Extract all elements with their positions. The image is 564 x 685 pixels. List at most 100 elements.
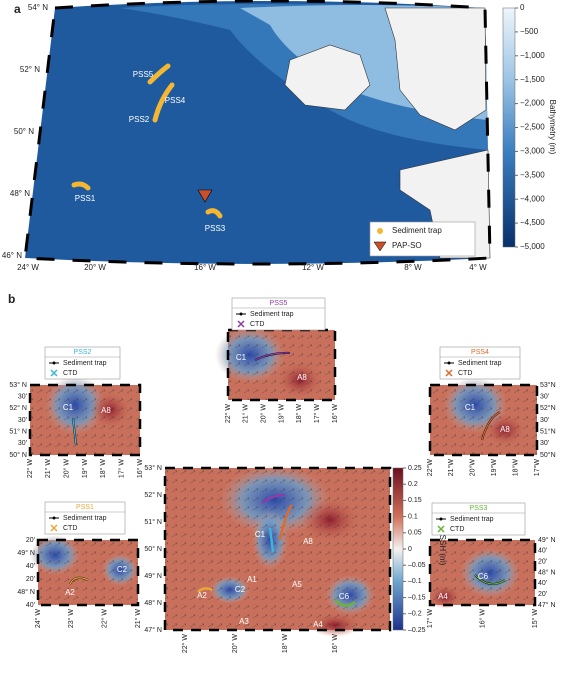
eddy-label: C1 <box>63 403 74 412</box>
lat-label: 52° N <box>144 491 162 499</box>
station-label: PSS2 <box>129 115 150 124</box>
lon-label: 22° W <box>26 459 34 479</box>
eddy-label: A3 <box>239 617 249 626</box>
lon-label: 18° W <box>281 634 289 654</box>
lat-label: 48° N <box>538 568 556 576</box>
legend-symbol <box>447 361 451 365</box>
lat-label: 48° N <box>10 189 30 198</box>
trajectory <box>71 181 91 191</box>
lat-label: 20' <box>26 576 35 583</box>
legend-symbol <box>239 312 243 316</box>
lon-label: 8° W <box>404 263 422 272</box>
lon-label: 20°W <box>469 459 477 477</box>
legend-label: CTD <box>250 321 264 328</box>
lat-label: 40' <box>538 548 547 555</box>
colorbar-tick-label: −5,000 <box>520 242 545 251</box>
colorbar-tick-label: –0.1 <box>408 578 422 585</box>
map-frame <box>23 0 492 266</box>
lat-label: 54° N <box>28 3 48 12</box>
lon-label: 17° W <box>313 404 321 424</box>
legend-label: CTD <box>458 370 472 377</box>
eddy-label: A2 <box>65 588 75 597</box>
lat-label: 51° N <box>9 428 27 436</box>
lon-label: 22° W <box>101 609 109 629</box>
lon-label: 16° W <box>331 634 339 654</box>
lat-label: 46° N <box>2 251 22 260</box>
legend-box <box>231 297 326 331</box>
lat-label: 52°N <box>540 404 556 412</box>
lon-label: 21° W <box>242 404 250 424</box>
lon-label: 18° W <box>99 459 107 479</box>
colorbar-label: Bathymetry (m) <box>548 100 557 155</box>
legend-label: Sediment trap <box>450 516 494 523</box>
legend-label: Sediment trap <box>63 515 107 522</box>
trajectory <box>261 493 286 504</box>
legend-box <box>431 502 526 536</box>
inset-title: PSS3 <box>470 505 488 512</box>
lat-label: 51° N <box>144 518 162 526</box>
colorbar-tick-label: −3,000 <box>520 147 545 156</box>
lat-label: 48° N <box>17 588 35 596</box>
lon-label: 22°W <box>426 459 434 477</box>
legend-symbol <box>373 241 387 252</box>
lat-label: 53° N <box>144 464 162 472</box>
colorbar-tick-label: 0.1 <box>408 513 418 520</box>
colorbar-tick-label: −2,500 <box>520 123 545 132</box>
lon-label: 19° W <box>81 459 89 479</box>
trajectory <box>147 63 171 85</box>
trajectory <box>334 599 356 607</box>
legend-symbol <box>437 525 445 533</box>
station-label: PSS1 <box>75 194 96 203</box>
colorbar-tick-label: −1,500 <box>520 75 545 84</box>
colorbar-tick-label: −3,500 <box>520 170 545 179</box>
legend-symbol <box>377 228 383 234</box>
lon-label: 24° W <box>34 609 42 629</box>
lon-label: 17° W <box>426 609 434 629</box>
lon-label: 16° W <box>331 404 339 424</box>
lon-label: 17°W <box>533 459 541 477</box>
lon-label: 12° W <box>302 263 324 272</box>
legend-label: Sediment trap <box>392 226 442 235</box>
colorbar-tick-label: 0 <box>520 3 525 12</box>
map-frame <box>163 466 392 632</box>
lat-label: 40' <box>538 580 547 587</box>
eddy-label: C2 <box>235 585 246 594</box>
velocity-field <box>165 468 390 630</box>
lat-label: 50° N <box>14 127 34 136</box>
legend-symbol <box>439 517 443 521</box>
legend-label: CTD <box>450 526 464 533</box>
lat-label: 20' <box>538 591 547 598</box>
legend-label: CTD <box>63 370 77 377</box>
inset-title: PSS4 <box>471 349 489 356</box>
eddy-label: A8 <box>101 406 111 415</box>
lat-label: 20' <box>538 559 547 566</box>
eddy-label: C6 <box>478 572 489 581</box>
lon-label: 22° W <box>181 634 189 654</box>
trajectory <box>205 208 223 219</box>
trajectory <box>481 411 501 441</box>
colorbar-label: SSH (m) <box>438 535 447 566</box>
lon-label: 18°W <box>511 459 519 477</box>
lon-label: 19° W <box>277 404 285 424</box>
inset-title: PSS1 <box>76 504 94 511</box>
legend-symbol <box>52 516 56 520</box>
panel-label: a <box>14 2 21 16</box>
inset-title: PSS5 <box>270 300 288 307</box>
colorbar-tick-label: 0.25 <box>408 465 422 472</box>
map-frame <box>36 538 140 607</box>
colorbar-tick-label: 0.2 <box>408 481 418 488</box>
eddy-label: A1 <box>247 575 257 584</box>
eddy-label: A8 <box>500 425 510 434</box>
colorbar-tick-label: –0.15 <box>408 594 426 601</box>
eddy-label: C2 <box>117 565 128 574</box>
legend-symbol <box>52 361 56 365</box>
station-label: PSS4 <box>165 96 186 105</box>
lon-label: 24° W <box>17 263 39 272</box>
station-label: PSS5 <box>133 70 154 79</box>
eddy-label: C1 <box>236 353 247 362</box>
map-frame <box>28 383 142 457</box>
eddy-label: A2 <box>197 591 207 600</box>
lat-label: 30' <box>18 440 27 447</box>
eddy-label: C6 <box>339 592 350 601</box>
